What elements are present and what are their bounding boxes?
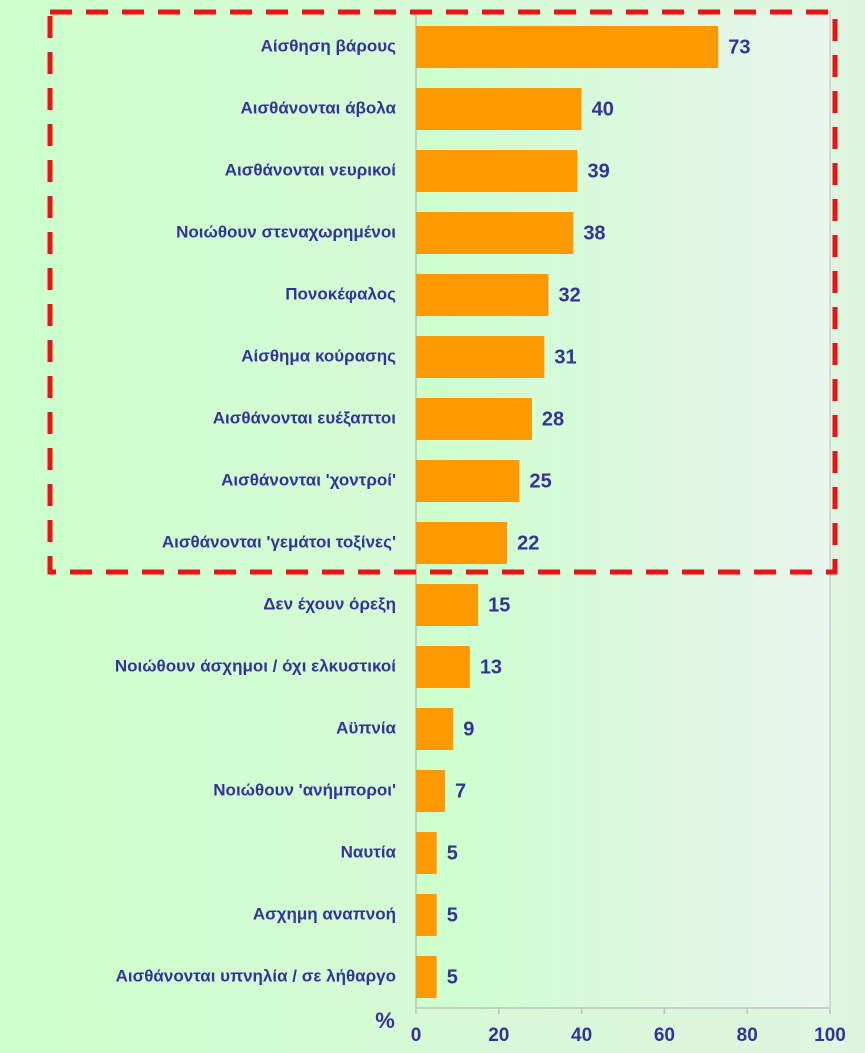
value-label: 7 xyxy=(455,780,466,802)
y-tick-label: Αισθάνονται 'χοντροί' xyxy=(221,470,396,489)
y-tick-label: Αίσθηση βάρους xyxy=(261,36,397,55)
y-tick-label: Αισθάνονται νευρικοί xyxy=(225,160,397,179)
bar xyxy=(416,584,479,626)
value-label: 40 xyxy=(592,98,614,120)
value-label: 22 xyxy=(517,532,539,554)
value-label: 25 xyxy=(530,470,552,492)
x-tick-label: 60 xyxy=(654,1025,675,1046)
y-tick-label: Αισθάνονται 'γεμάτοι τοξίνες' xyxy=(162,532,396,551)
bar xyxy=(416,212,574,254)
bar xyxy=(416,274,549,316)
bar xyxy=(416,336,545,378)
bar xyxy=(416,708,454,750)
bar xyxy=(416,956,437,998)
y-tick-label: Αισθάνονται υπνηλία / σε λήθαργο xyxy=(116,966,396,985)
value-label: 73 xyxy=(728,36,750,58)
y-tick-label: Νοιώθουν στεναχωρημένοι xyxy=(176,222,396,241)
y-tick-label: Νοιώθουν 'ανήμποροι' xyxy=(213,780,396,799)
y-tick-label: Ναυτία xyxy=(341,842,397,861)
y-tick-label: Δεν έχουν όρεξη xyxy=(263,594,396,613)
bar xyxy=(416,88,582,130)
value-label: 13 xyxy=(480,656,502,678)
y-tick-label: Νοιώθουν άσχημοι / όχι ελκυστικοί xyxy=(115,656,396,675)
x-axis-label: % xyxy=(375,1008,395,1033)
bar xyxy=(416,646,470,688)
value-label: 31 xyxy=(554,346,576,368)
bar xyxy=(416,522,508,564)
x-tick-label: 0 xyxy=(411,1025,422,1046)
value-label: 39 xyxy=(587,160,609,182)
bar xyxy=(416,150,578,192)
y-tick-label: Ασχημη αναπνοή xyxy=(253,904,396,923)
y-tick-label: Αισθάνονται άβολα xyxy=(241,98,397,117)
x-tick-label: 100 xyxy=(814,1025,846,1046)
bar xyxy=(416,460,520,502)
x-tick-label: 40 xyxy=(571,1025,592,1046)
value-label: 5 xyxy=(447,842,458,864)
value-label: 15 xyxy=(488,594,510,616)
bar xyxy=(416,398,532,440)
x-tick-label: 20 xyxy=(488,1025,509,1046)
bar xyxy=(416,26,719,68)
y-tick-label: Αισθάνονται ευέξαπτοι xyxy=(213,408,397,427)
y-tick-label: Αίσθημα κούρασης xyxy=(241,346,396,365)
y-tick-label: Πονοκέφαλος xyxy=(285,284,396,303)
value-label: 9 xyxy=(463,718,474,740)
value-label: 5 xyxy=(447,966,458,988)
value-label: 28 xyxy=(542,408,564,430)
bar xyxy=(416,832,437,874)
value-label: 38 xyxy=(583,222,605,244)
bar xyxy=(416,770,445,812)
y-tick-label: Αϋπνία xyxy=(336,718,396,737)
highlight-box xyxy=(47,9,838,575)
value-label: 32 xyxy=(558,284,580,306)
value-label: 5 xyxy=(447,904,458,926)
x-tick-label: 80 xyxy=(737,1025,758,1046)
bar xyxy=(416,894,437,936)
